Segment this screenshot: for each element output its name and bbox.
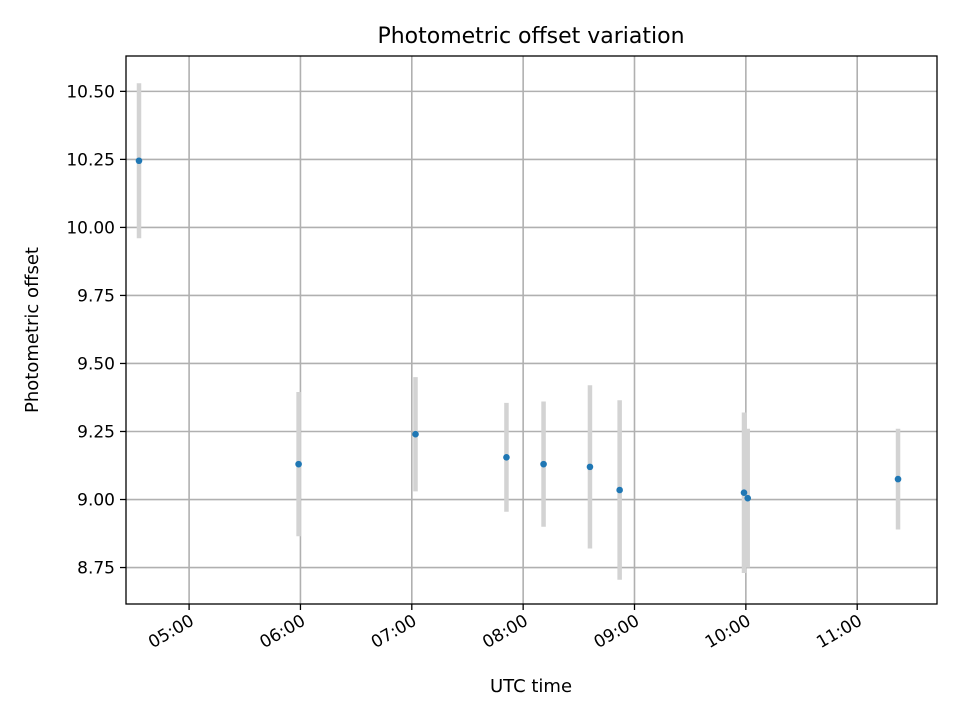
y-tick-label: 8.75	[77, 559, 115, 579]
y-tick-label: 10.50	[66, 82, 115, 102]
data-point	[135, 157, 143, 165]
y-tick-label: 9.00	[77, 491, 115, 511]
data-point	[540, 460, 547, 468]
data-point	[295, 460, 302, 468]
y-tick-label: 10.25	[66, 150, 115, 170]
y-axis-ticks: 8.75 9.00 9.25 9.50 9.75 10.00 10.25 10.50	[66, 82, 126, 579]
data-point	[412, 430, 419, 438]
y-tick-label: 9.25	[77, 422, 115, 442]
data-point	[503, 454, 510, 461]
y-tick-label: 9.50	[77, 354, 115, 374]
data-point	[744, 494, 752, 502]
chart-title: Photometric offset variation	[377, 24, 684, 49]
y-tick-label: 10.00	[66, 218, 115, 238]
x-axis-label: UTC time	[490, 676, 572, 697]
data-point	[586, 463, 594, 471]
data-point	[740, 489, 748, 497]
data-point	[616, 486, 623, 494]
data-points	[135, 157, 902, 502]
data-point	[894, 475, 902, 483]
plot-frame	[125, 55, 938, 605]
y-tick-label: 9.75	[77, 286, 115, 306]
y-axis-label: Photometric offset	[22, 247, 43, 413]
